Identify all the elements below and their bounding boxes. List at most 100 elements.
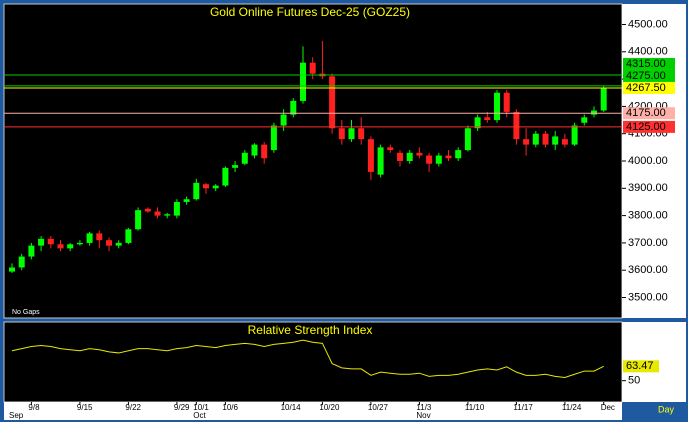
candle-body	[193, 182, 200, 200]
candle-body	[67, 244, 74, 249]
candle-body	[591, 110, 597, 115]
candle-body	[309, 62, 316, 74]
candle-body	[154, 211, 161, 216]
candle-body	[377, 147, 384, 175]
x-axis-label: Day	[658, 404, 675, 414]
candle-body	[38, 238, 45, 246]
candle-body	[280, 114, 287, 126]
x-tick-label: 10/27	[368, 403, 389, 412]
candle-body	[47, 238, 54, 245]
candle-body	[164, 214, 171, 216]
level-label: 4175.00	[626, 107, 666, 119]
candle-body	[426, 155, 433, 164]
y-tick-label: 3500.00	[628, 291, 668, 303]
candle-body	[348, 128, 355, 140]
candle-body	[367, 139, 374, 172]
level-label-box	[623, 120, 675, 133]
month-label: Sep	[9, 411, 24, 420]
candle-body	[144, 208, 151, 212]
candle-body	[494, 92, 500, 121]
level-label: 4267.50	[626, 82, 666, 94]
candle-body	[18, 256, 25, 268]
x-tick-label: Dec	[601, 403, 615, 412]
candle-body	[212, 185, 219, 189]
candle-body	[464, 128, 471, 151]
candle-body	[96, 233, 103, 241]
candle-body	[203, 184, 209, 189]
x-tick-label: 10/1	[193, 403, 209, 412]
level-label-box	[623, 107, 675, 120]
candle-body	[135, 210, 142, 230]
candle-body	[251, 144, 258, 156]
y-tick-label: 4400.00	[628, 46, 668, 58]
price-panel	[3, 3, 623, 319]
level-label-box	[623, 81, 675, 94]
candle-body	[125, 229, 132, 243]
candle-body	[115, 242, 122, 246]
y-tick-label: 50	[628, 375, 640, 387]
x-tick-label: 9/22	[125, 403, 141, 412]
chart-title: Gold Online Futures Dec-25 (GOZ25)	[210, 5, 410, 19]
x-tick-label: 11/3	[416, 403, 432, 412]
candle-body	[571, 125, 578, 145]
candle-body	[76, 242, 83, 245]
x-tick-label: 11/10	[465, 403, 485, 412]
x-tick-label: 10/14	[281, 403, 302, 412]
candle-body	[552, 136, 559, 145]
candle-body	[106, 240, 112, 246]
candle-body	[28, 245, 35, 257]
month-label: Nov	[416, 411, 430, 420]
candle-body	[9, 267, 15, 272]
x-tick-label: 9/29	[174, 403, 190, 412]
candle-body	[300, 62, 306, 101]
candle-body	[561, 139, 568, 145]
candle-body	[474, 117, 481, 129]
candle-body	[57, 244, 64, 249]
rsi-line	[11, 339, 604, 378]
candle-body	[455, 150, 462, 159]
y-tick-label: 4000.00	[628, 155, 668, 167]
rsi-title: Relative Strength Index	[248, 323, 373, 337]
rsi-value-label: 63.47	[626, 360, 654, 372]
level-label: 4125.00	[626, 121, 666, 133]
price-axis	[622, 4, 686, 318]
candle-body	[532, 133, 539, 145]
candle-body	[241, 152, 248, 164]
y-tick-label: 3700.00	[628, 237, 668, 249]
candle-body	[581, 117, 588, 123]
candle-body	[523, 139, 530, 145]
level-label-box	[623, 69, 675, 82]
candle-body	[232, 165, 239, 168]
candle-body	[600, 87, 607, 111]
candle-body	[173, 201, 180, 216]
candle-body	[261, 144, 268, 159]
level-label: 4275.00	[626, 70, 666, 82]
x-tick-label: 9/8	[28, 403, 40, 412]
level-label: 4315.00	[626, 58, 666, 70]
candle-body	[86, 233, 93, 243]
month-label: Oct	[193, 411, 206, 420]
level-label-box	[623, 57, 675, 70]
candle-body	[338, 128, 345, 140]
candle-body	[329, 76, 336, 129]
x-tick-label: 10/20	[319, 403, 340, 412]
candle-body	[416, 152, 423, 156]
candle-body	[290, 100, 297, 115]
candle-body	[222, 167, 229, 186]
candle-body	[183, 199, 190, 202]
y-tick-label: 4500.00	[628, 18, 668, 30]
candle-body	[445, 155, 452, 159]
candle-body	[503, 92, 510, 112]
candle-body	[406, 152, 413, 161]
candle-body	[270, 125, 277, 151]
y-tick-label: 3600.00	[628, 264, 668, 276]
x-tick-label: 11/24	[562, 403, 582, 412]
candle-body	[358, 128, 365, 140]
date-axis	[4, 402, 622, 420]
note: No Gaps	[12, 309, 40, 316]
y-tick-label: 3800.00	[628, 210, 668, 222]
candle-body	[435, 155, 442, 164]
candle-body	[542, 133, 549, 145]
candle-body	[387, 147, 394, 151]
